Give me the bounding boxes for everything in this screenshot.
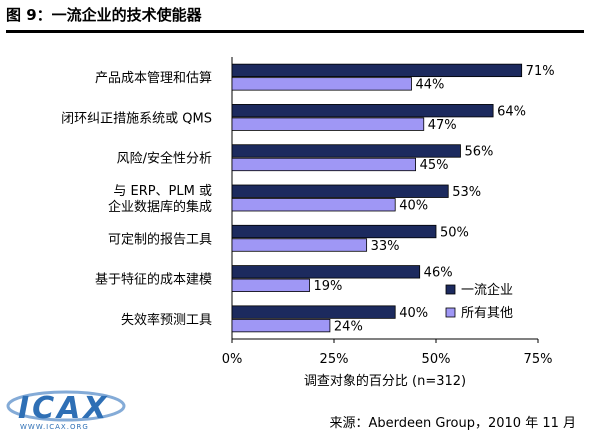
figure-title: 图 9：一流企业的技术使能器	[6, 6, 202, 24]
x-axis-title: 调查对象的百分比 (n=312)	[304, 373, 466, 389]
bar-value-label: 40%	[399, 306, 428, 321]
bar-all-others	[231, 198, 396, 212]
bar-all-others	[231, 77, 412, 91]
bar-all-others	[231, 117, 425, 131]
x-tick-label: 0%	[222, 352, 243, 367]
bar-value-label: 47%	[428, 118, 457, 133]
category-label: 失效率预测工具	[121, 312, 212, 328]
bar-best-in-class	[231, 224, 437, 239]
legend-swatch	[445, 307, 456, 318]
bar-all-others	[231, 238, 368, 252]
bar-all-others	[231, 157, 417, 172]
bar-all-others	[231, 318, 331, 333]
watermark-logo-text: ICAX	[18, 391, 110, 426]
bar-value-label: 46%	[424, 266, 453, 281]
x-tick-label: 75%	[524, 352, 553, 367]
legend-swatch	[445, 284, 456, 295]
bar-all-others	[231, 278, 310, 292]
category-label: 产品成本管理和估算	[95, 71, 212, 86]
bar-value-label: 45%	[420, 158, 449, 173]
bar-best-in-class	[231, 144, 461, 158]
bar-best-in-class	[231, 104, 494, 118]
bar-value-label: 56%	[464, 145, 493, 160]
bar-best-in-class	[231, 184, 449, 198]
watermark-url: WWW.ICAX.ORG	[20, 423, 89, 431]
bar-best-in-class	[231, 265, 421, 279]
icax-watermark-logo: ICAX WWW.ICAX.ORG	[6, 390, 126, 431]
bar-value-label: 33%	[371, 239, 400, 254]
bar-best-in-class	[231, 305, 396, 319]
x-tick-label: 50%	[422, 352, 451, 367]
x-tick-label: 25%	[320, 352, 349, 367]
category-label: 基于特征的成本建模	[95, 272, 212, 288]
source-note: 来源：Aberdeen Group，2010 年 11 月	[329, 416, 576, 431]
bar-value-label: 64%	[497, 104, 526, 119]
bar-value-label: 71%	[526, 64, 555, 79]
bar-value-label: 19%	[314, 279, 343, 294]
category-label: 闭环纠正措施系统或 QMS	[61, 111, 212, 126]
bar-value-label: 53%	[452, 185, 481, 200]
legend-label: 一流企业	[461, 282, 513, 298]
bar-value-label: 24%	[334, 319, 363, 334]
category-label: 可定制的报告工具	[108, 231, 212, 247]
category-label: 与 ERP、PLM 或	[113, 184, 212, 199]
bar-value-label: 50%	[440, 225, 469, 240]
bar-value-label: 44%	[416, 78, 445, 93]
watermark-swoosh	[6, 390, 126, 422]
bar-value-label: 40%	[399, 199, 428, 214]
category-label: 风险/安全性分析	[117, 151, 212, 167]
title-divider	[6, 30, 584, 33]
legend-label: 所有其他	[461, 306, 513, 321]
bar-best-in-class	[231, 63, 523, 78]
category-label: 企业数据库的集成	[108, 199, 212, 215]
